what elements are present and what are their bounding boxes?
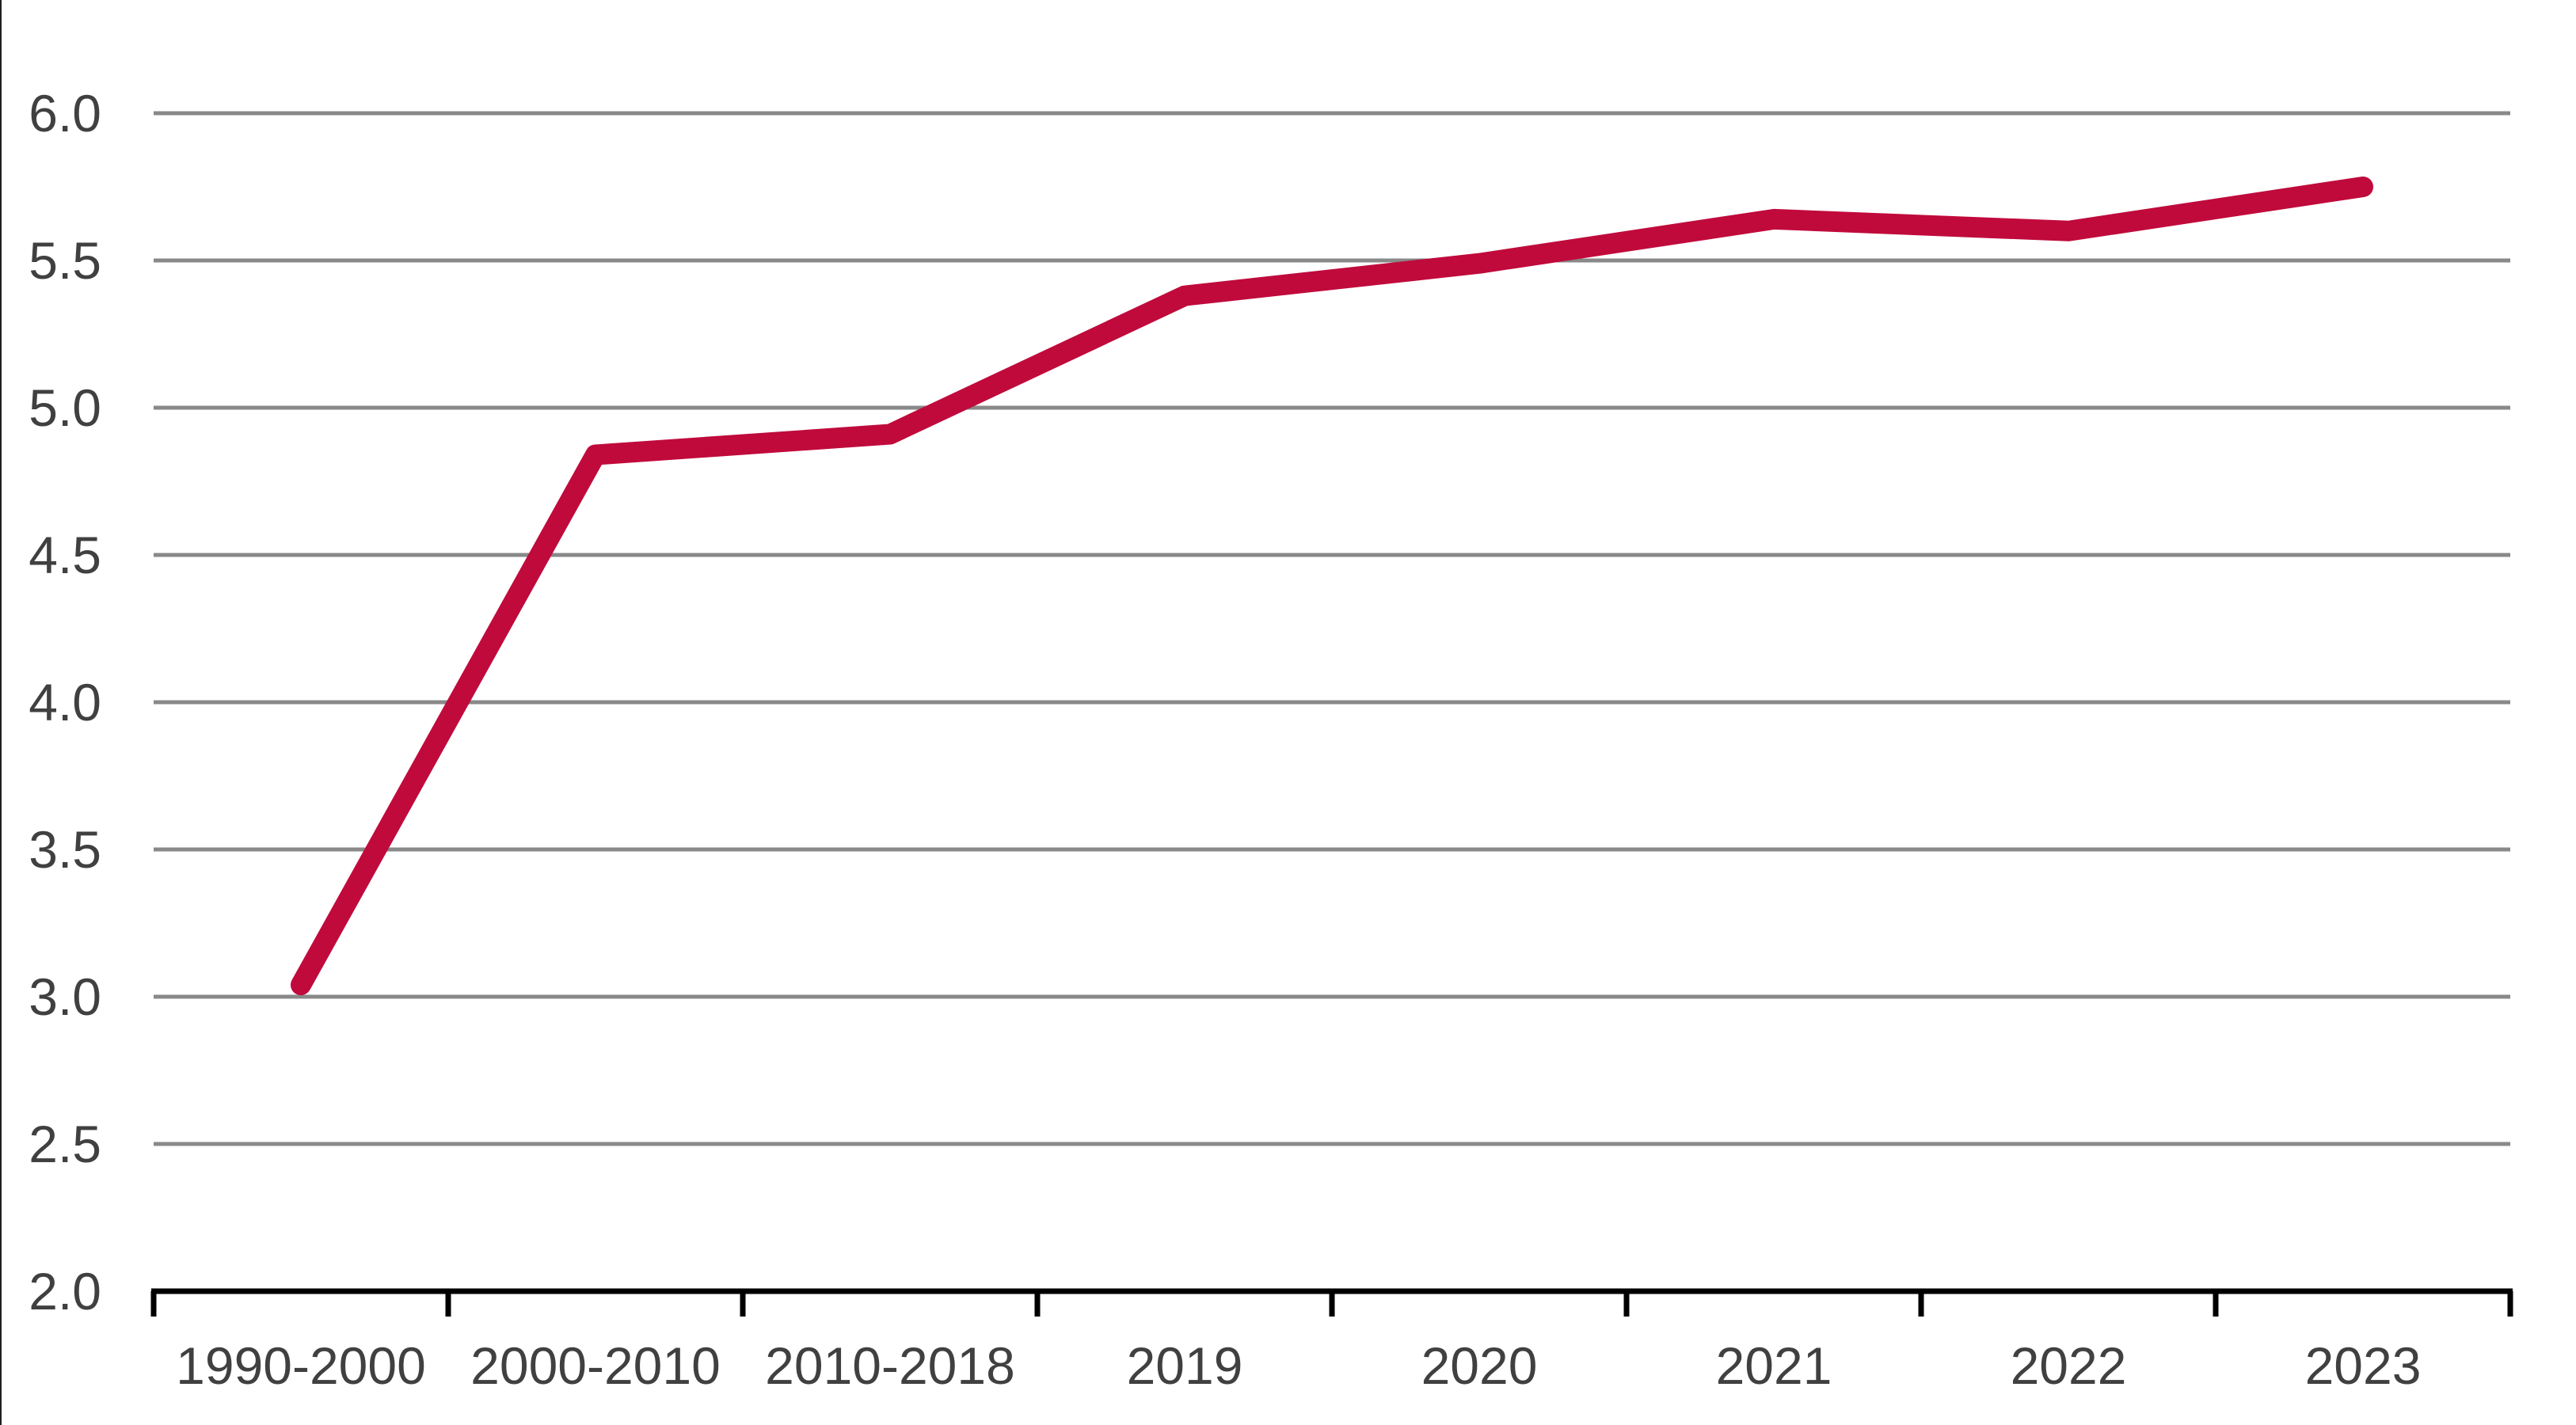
- x-axis-category-label: 2021: [1716, 1336, 1832, 1395]
- y-axis-tick-label: 3.0: [29, 967, 101, 1026]
- y-axis-tick-label: 5.5: [29, 231, 101, 290]
- y-axis-tick-label: 2.0: [29, 1262, 101, 1320]
- y-axis-tick-label: 4.5: [29, 526, 101, 584]
- x-axis-category-label: 1990-2000: [176, 1336, 426, 1395]
- x-axis-category-label: 2022: [2011, 1336, 2127, 1395]
- x-axis-category-label: 2019: [1127, 1336, 1243, 1395]
- y-axis-tick-label: 6.0: [29, 84, 101, 142]
- y-axis-tick-label: 4.0: [29, 673, 101, 732]
- data-line-series: [291, 177, 2373, 996]
- x-axis-category-label: 2000-2010: [470, 1336, 721, 1395]
- x-axis-category-label: 2020: [1421, 1336, 1538, 1395]
- y-axis-tick-label: 5.0: [29, 378, 101, 437]
- x-axis-category-label: 2010-2018: [765, 1336, 1015, 1395]
- screenshot-left-border: [0, 0, 2, 1425]
- y-axis-tick-label: 3.5: [29, 820, 101, 879]
- y-axis-tick-label: 2.5: [29, 1115, 101, 1173]
- x-axis-category-label: 2023: [2305, 1336, 2422, 1395]
